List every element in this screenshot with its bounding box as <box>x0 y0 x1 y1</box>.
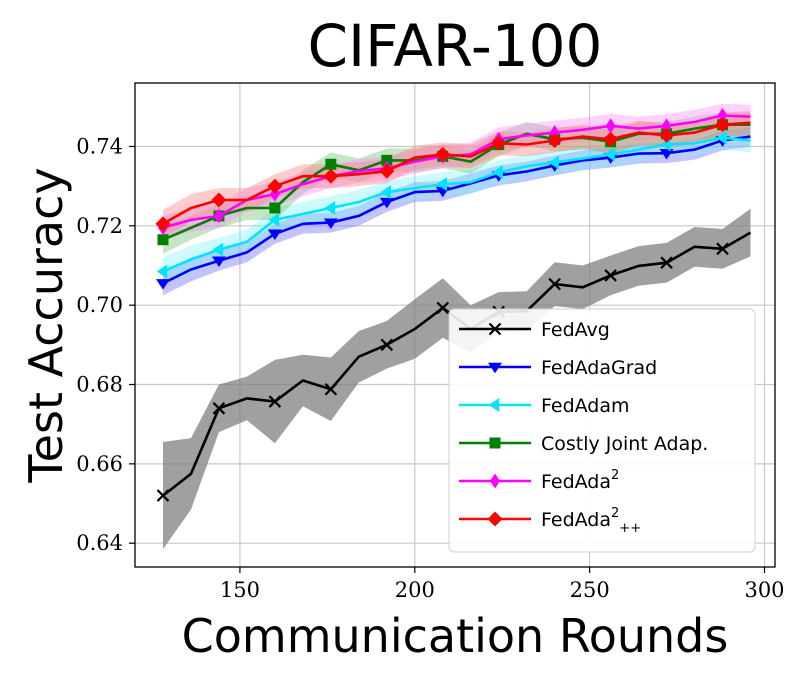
costly-joint-adap-point <box>269 202 281 214</box>
x-tick-label: 150 <box>220 578 260 602</box>
legend-entry-costly-joint-adap: Costly Joint Adap. <box>459 433 708 455</box>
legend-box <box>448 308 756 553</box>
fedadam-point <box>212 242 224 257</box>
fedadagrad-point <box>379 197 394 209</box>
fedada2plusplus-point <box>155 216 171 232</box>
fedada2-point <box>605 118 616 134</box>
fedavg-band <box>163 208 751 550</box>
legend-label: Costly Joint Adap. <box>541 433 708 455</box>
x-axis-ticks: 150 200 250 300 <box>220 567 785 602</box>
fedavg-point <box>548 277 561 291</box>
fedavg-point <box>604 269 617 282</box>
y-tick-label: 0.72 <box>76 214 123 238</box>
legend-swatch-marker <box>487 511 503 527</box>
fedada2-point <box>661 118 672 134</box>
y-tick-label: 0.68 <box>76 373 123 397</box>
fedadam-line <box>162 136 751 273</box>
legend-label: FedAdaGrad <box>541 357 657 379</box>
legend-entry-fedadagrad: FedAdaGrad <box>459 357 657 379</box>
costly-joint-adap-point <box>157 234 169 246</box>
fedavg-point <box>324 382 338 396</box>
y-tick-label: 0.70 <box>76 293 123 317</box>
fedada2plusplus-point <box>211 192 227 208</box>
legend-entry-fedadam: FedAdam <box>459 395 630 417</box>
fedada2plusplus-point <box>435 146 451 162</box>
y-tick-label: 0.64 <box>76 531 123 555</box>
legend: FedAvg FedAdaGrad FedAdam Costly Joint Adap… <box>448 308 756 553</box>
fedavg-point <box>156 489 170 502</box>
fedadagrad-point <box>267 229 282 241</box>
legend-label: FedAdam <box>541 395 630 417</box>
fedadam-point <box>548 155 559 170</box>
legend-label: FedAda2 <box>541 468 619 493</box>
costly-joint-adap-point <box>325 158 337 170</box>
fedada2plusplus-point <box>323 168 339 184</box>
fedadam-point <box>156 264 168 279</box>
y-tick-label: 0.74 <box>76 134 123 158</box>
fedada2plusplus-point <box>715 117 731 133</box>
legend-swatch-marker <box>488 322 502 336</box>
chart-title: CIFAR-100 <box>308 12 603 80</box>
fedadam-point <box>268 212 280 227</box>
fedada2-point <box>213 208 224 224</box>
fedada2plusplus-line <box>162 121 751 225</box>
fedadagrad-point <box>659 149 674 160</box>
fedavg-point <box>436 301 450 315</box>
legend-label: FedAda2++ <box>541 506 641 536</box>
fedadam-point <box>716 130 727 145</box>
legend-swatch-marker <box>488 398 500 412</box>
costly-joint-adap-point <box>381 154 393 166</box>
legend-entry-fedavg: FedAvg <box>459 319 610 341</box>
fedada2plusplus-point <box>547 133 563 149</box>
fedavg-point <box>660 256 673 269</box>
legend-swatch-marker <box>490 473 500 489</box>
fedada2plusplus-point <box>267 178 283 194</box>
legend-entry-fedada2plusplus: FedAda2++ <box>459 506 641 536</box>
fedada2plusplus-point <box>603 131 619 147</box>
fedadagrad-point <box>155 279 170 290</box>
fedadagrad-point <box>211 256 226 268</box>
legend-label: FedAvg <box>541 319 610 341</box>
x-tick-label: 250 <box>570 578 610 602</box>
fedadam-point <box>324 200 336 215</box>
x-tick-label: 200 <box>395 578 435 602</box>
fedavg-point <box>380 338 394 352</box>
y-axis-label: Test Accuracy <box>19 167 73 483</box>
y-tick-label: 0.66 <box>76 452 123 476</box>
fedadam-band <box>163 125 751 286</box>
fedada2plusplus-series <box>155 117 751 232</box>
legend-swatch-marker <box>488 362 502 374</box>
plot-frame <box>134 82 776 568</box>
costly-joint-adap-band <box>163 112 751 254</box>
legend-entry-fedada2: FedAda2 <box>459 468 619 493</box>
x-tick-label: 300 <box>744 578 784 602</box>
fedada2plusplus-band <box>163 110 751 238</box>
fedada2plusplus-point <box>659 127 675 143</box>
legend-swatch-marker <box>489 437 501 449</box>
y-axis-ticks: 0.64 0.66 0.68 0.70 0.72 0.74 <box>76 134 135 555</box>
fedadam-point <box>492 165 503 180</box>
fedada2-point <box>717 108 728 124</box>
fedavg-point <box>212 402 226 415</box>
fedada2plusplus-point <box>491 135 507 151</box>
fedadam-point <box>436 177 447 192</box>
fedada2plusplus-point <box>379 163 395 179</box>
fedadagrad-point <box>323 218 338 229</box>
fedavg-point <box>716 242 729 256</box>
x-axis-label: Communication Rounds <box>182 609 729 663</box>
fedadam-point <box>380 185 392 200</box>
fedadam-point <box>604 147 615 162</box>
fedavg-point <box>268 395 282 408</box>
fedadagrad-line <box>162 135 751 285</box>
